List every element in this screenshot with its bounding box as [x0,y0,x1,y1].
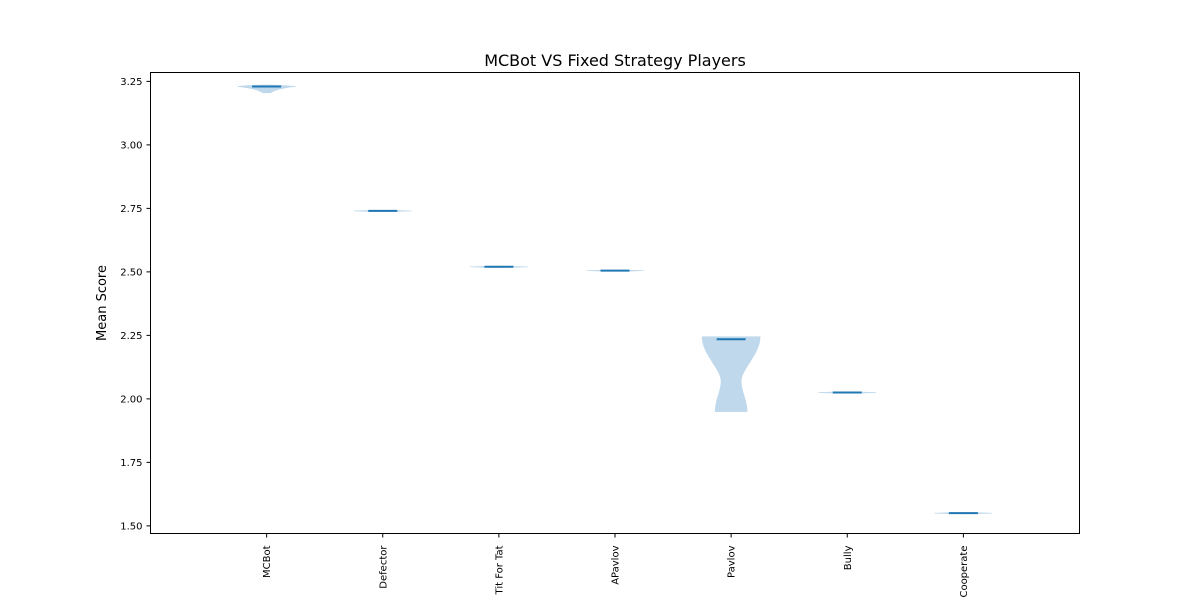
x-tick-label: APavlov [611,545,622,584]
x-axis: MCBot Defector Tit For Tat APavlov Pavlov Bul… [262,533,970,598]
x-tick-label: Tit For Tat [494,545,505,595]
violin-body [701,336,761,412]
y-tick-label: 2.50 [120,267,142,278]
median-layer [252,85,978,515]
y-tick-label: 3.25 [120,77,142,88]
y-tick-label: 3.00 [120,140,142,151]
y-tick-label: 1.50 [120,521,142,532]
chart-title: MCBot VS Fixed Strategy Players [484,51,746,70]
y-tick-label: 2.00 [120,394,142,405]
y-axis-label: Mean Score [95,265,110,341]
x-tick-label: Defector [378,545,389,589]
violin-layer [237,84,993,515]
x-tick-label: MCBot [262,545,273,578]
y-tick-label: 2.75 [120,204,142,215]
y-tick-label: 1.75 [120,458,142,469]
y-axis: 1.50 1.75 2.00 2.25 2.50 2.75 3.00 3.25 [120,77,151,532]
plot-frame [150,72,1080,534]
x-tick-label: Cooperate [959,546,970,598]
x-tick-label: Bully [843,545,854,570]
x-tick-label: Pavlov [727,545,738,578]
y-tick-label: 2.25 [120,331,142,342]
